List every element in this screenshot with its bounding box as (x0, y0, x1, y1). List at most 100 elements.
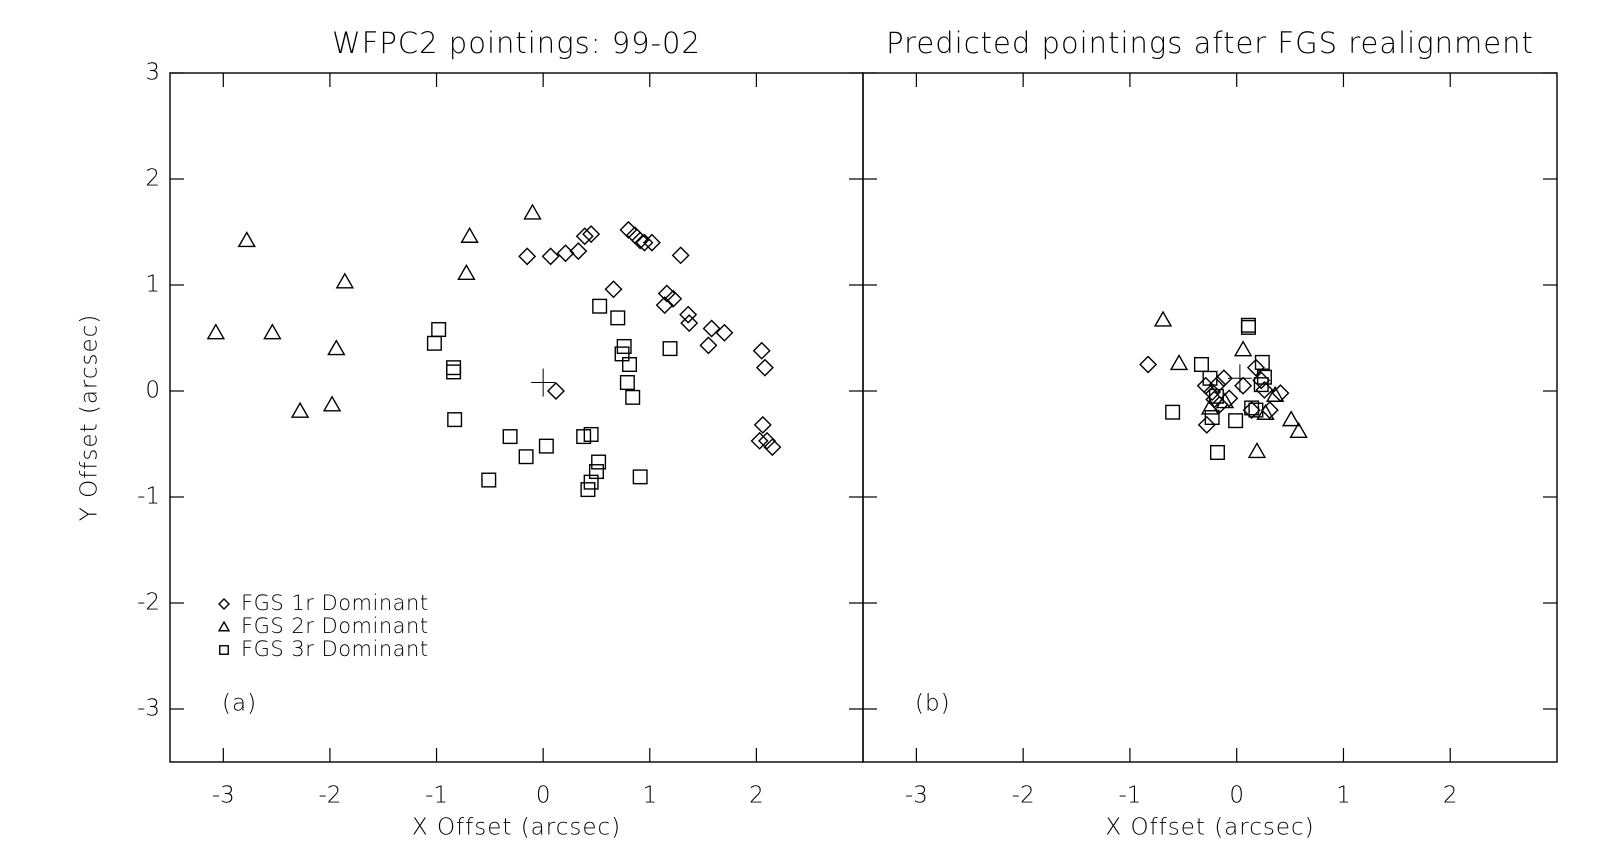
point (619, 220, 638, 239)
point (446, 364, 462, 380)
point (1202, 370, 1218, 386)
x-tick-label: 0 (1229, 783, 1244, 809)
point (588, 464, 604, 480)
point (1200, 398, 1220, 415)
point (1240, 319, 1256, 335)
point (635, 233, 654, 252)
point (715, 323, 734, 342)
point (569, 242, 588, 261)
point (1289, 421, 1308, 438)
point (631, 231, 650, 250)
point (1153, 310, 1173, 327)
point (556, 244, 575, 263)
point (1234, 376, 1253, 395)
point (546, 382, 565, 400)
point (755, 358, 774, 377)
x-tick-label: -1 (1118, 783, 1141, 809)
point (583, 426, 599, 442)
point (1197, 415, 1216, 434)
point (1204, 410, 1220, 426)
point (591, 454, 607, 470)
point (1256, 403, 1275, 420)
point (1228, 413, 1244, 429)
x-tick-label: 2 (1443, 783, 1458, 809)
point (1215, 392, 1235, 409)
point (1208, 388, 1224, 404)
point (541, 247, 560, 266)
point (327, 339, 346, 356)
x-tick-label: -3 (905, 783, 928, 809)
point (322, 395, 342, 412)
point (1233, 340, 1253, 357)
point (1244, 400, 1260, 416)
point (655, 296, 674, 315)
point (632, 469, 648, 485)
point (1246, 358, 1265, 377)
point (752, 341, 771, 360)
point (662, 341, 678, 357)
point (592, 298, 608, 314)
point (1248, 402, 1264, 418)
y-tick-label: 0 (145, 378, 160, 404)
legend-label: FGS 1r Dominant (241, 591, 429, 615)
point (583, 474, 599, 490)
point (447, 412, 463, 428)
x-tick-label: -2 (1012, 783, 1035, 809)
x-tick-label: -3 (212, 783, 235, 809)
x-tick-label: 2 (749, 783, 764, 809)
point (582, 225, 601, 244)
point (763, 438, 782, 457)
point (538, 438, 554, 454)
legend-label: FGS 3r Dominant (241, 637, 429, 661)
point (1255, 380, 1274, 399)
point (625, 389, 641, 405)
point (642, 233, 661, 252)
point (699, 336, 718, 355)
plot-frame (862, 72, 1558, 763)
point (1208, 375, 1227, 394)
point (426, 335, 442, 351)
y-axis-label: Y Offset (arcsec) (77, 314, 103, 522)
chart-title: WFPC2 pointings: 99-02 (332, 26, 701, 60)
point (1193, 357, 1209, 373)
point (610, 310, 626, 326)
x-tick-label: -1 (425, 783, 448, 809)
point (1247, 442, 1267, 459)
point (523, 203, 542, 220)
point (502, 429, 518, 445)
y-tick-label: 2 (145, 166, 160, 192)
x-tick-label: 1 (642, 783, 657, 809)
x-axis-label: X Offset (arcsec) (1105, 815, 1314, 841)
y-tick-label: -1 (137, 484, 160, 510)
point (753, 415, 772, 434)
legend-symbol (218, 598, 230, 610)
point (622, 357, 638, 373)
point (290, 401, 310, 418)
point (1260, 401, 1279, 420)
point (758, 431, 777, 450)
point (1209, 444, 1225, 460)
point (1281, 410, 1301, 427)
panel-label: (a) (222, 691, 257, 717)
point (1165, 404, 1181, 420)
panel-label: (b) (915, 691, 951, 717)
point (481, 472, 497, 488)
legend-symbol (219, 645, 229, 655)
y-tick-label: 3 (145, 60, 160, 86)
point (750, 431, 769, 450)
point (446, 360, 462, 376)
y-tick-label: 1 (145, 272, 160, 298)
point (1254, 354, 1270, 370)
point (575, 227, 594, 246)
legend-symbol (217, 620, 231, 632)
point (625, 226, 644, 245)
y-tick-label: -3 (137, 696, 160, 722)
point (431, 322, 447, 338)
point (237, 231, 256, 248)
x-tick-label: -2 (318, 783, 341, 809)
point (1169, 354, 1189, 371)
point (1205, 390, 1224, 409)
x-axis-label: X Offset (arcsec) (412, 815, 621, 841)
point (604, 280, 623, 299)
